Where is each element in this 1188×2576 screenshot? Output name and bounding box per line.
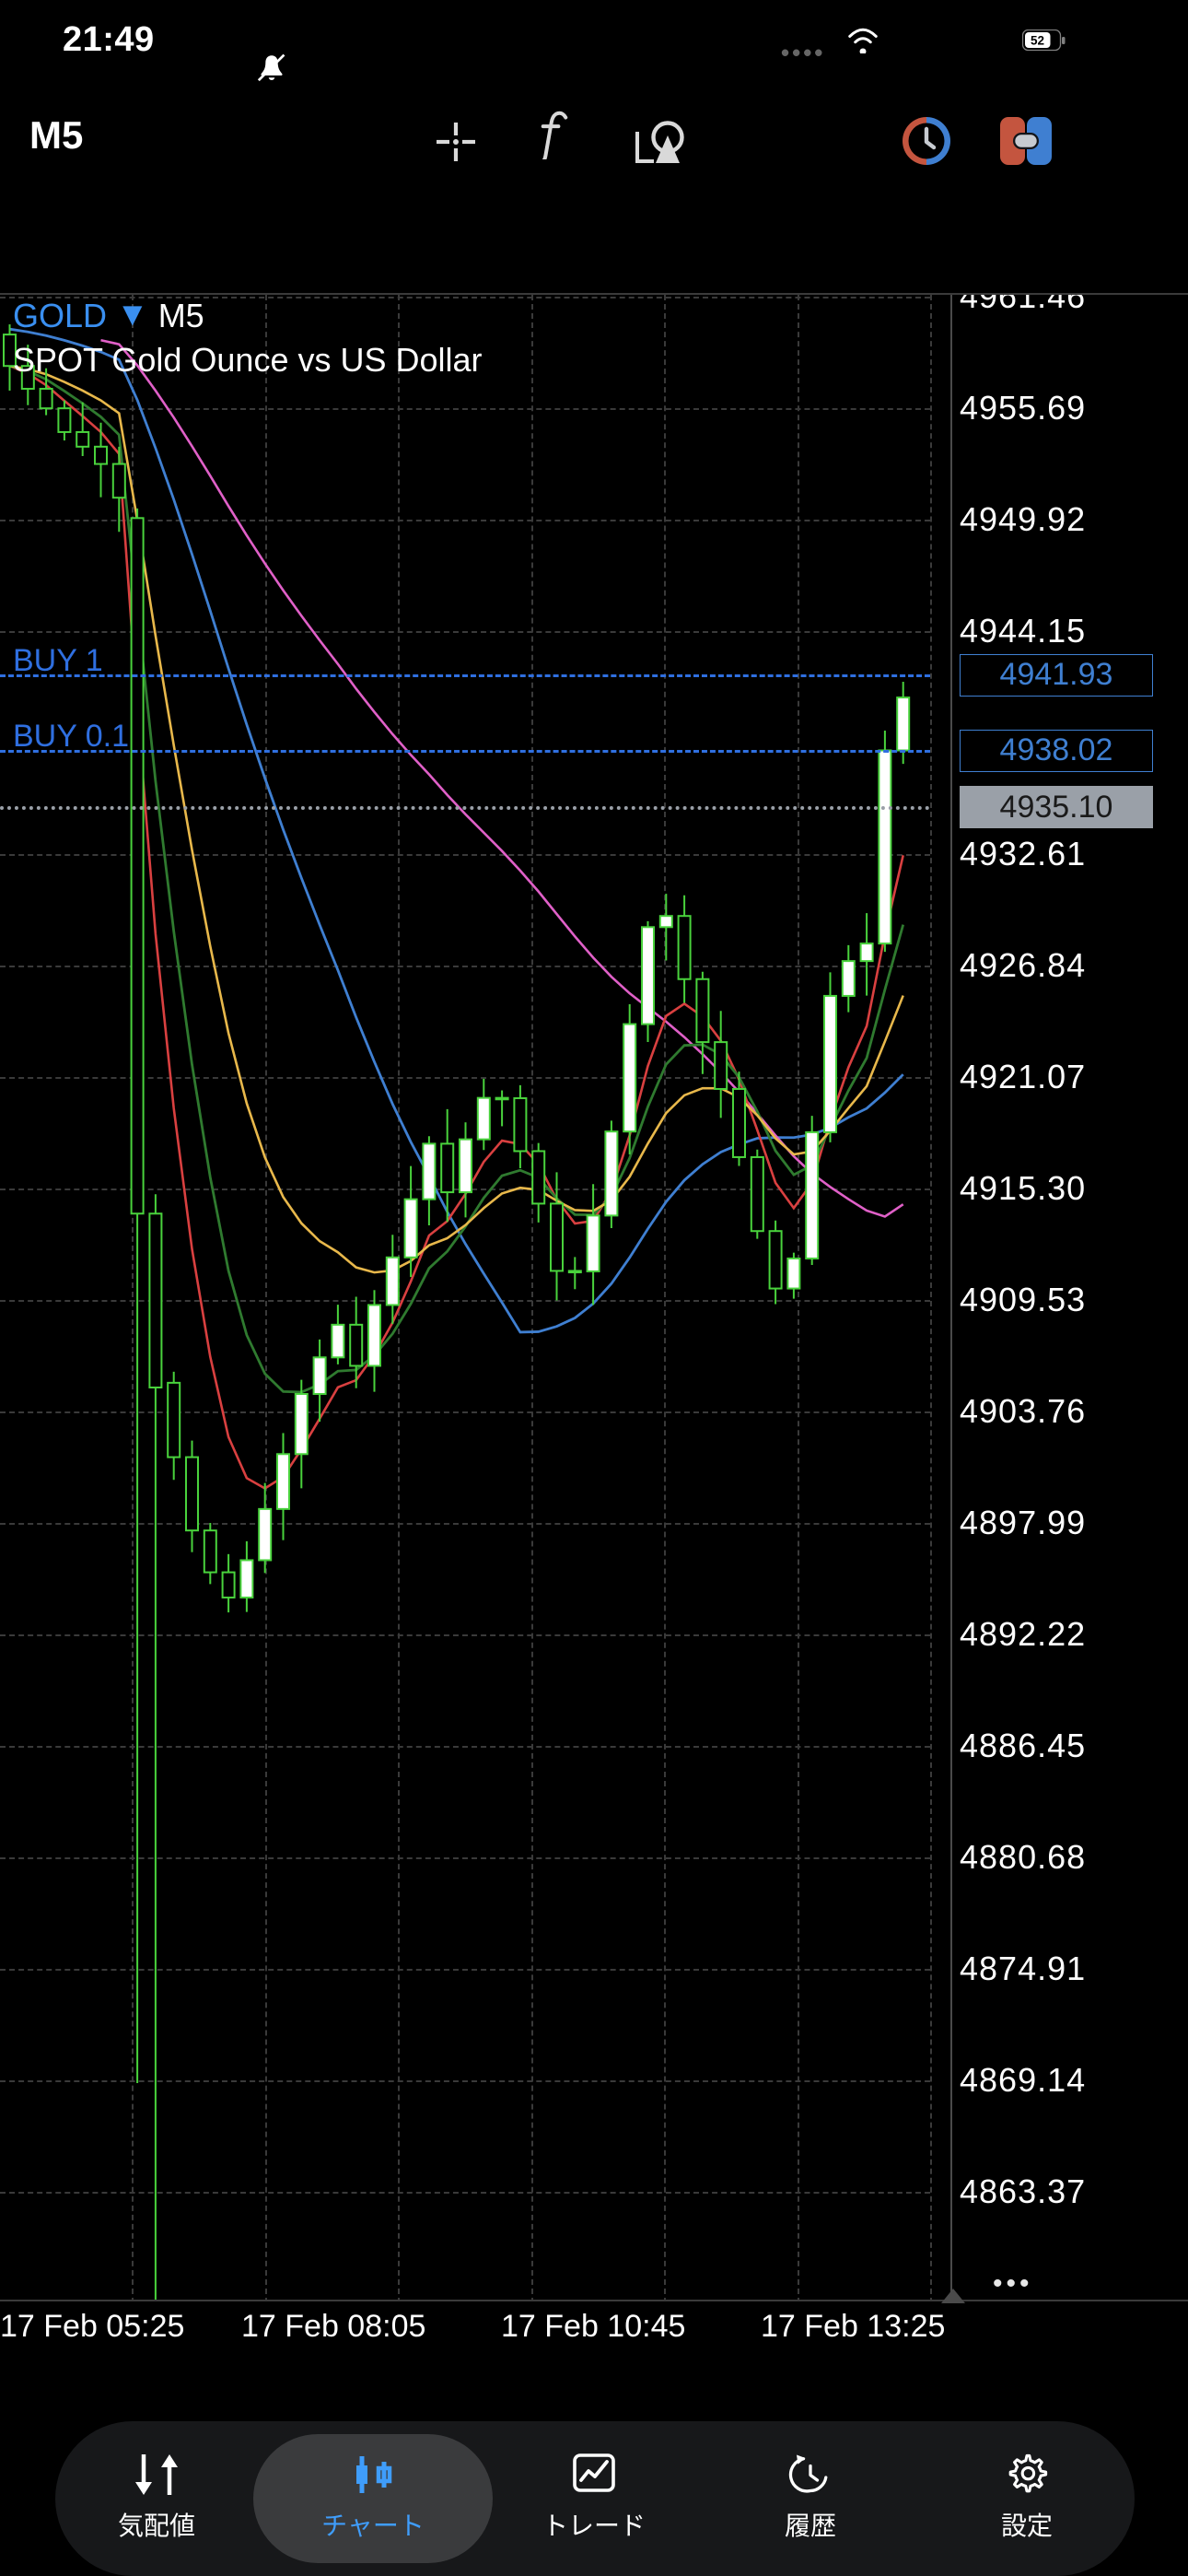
svg-text:52: 52 bbox=[1031, 34, 1044, 48]
